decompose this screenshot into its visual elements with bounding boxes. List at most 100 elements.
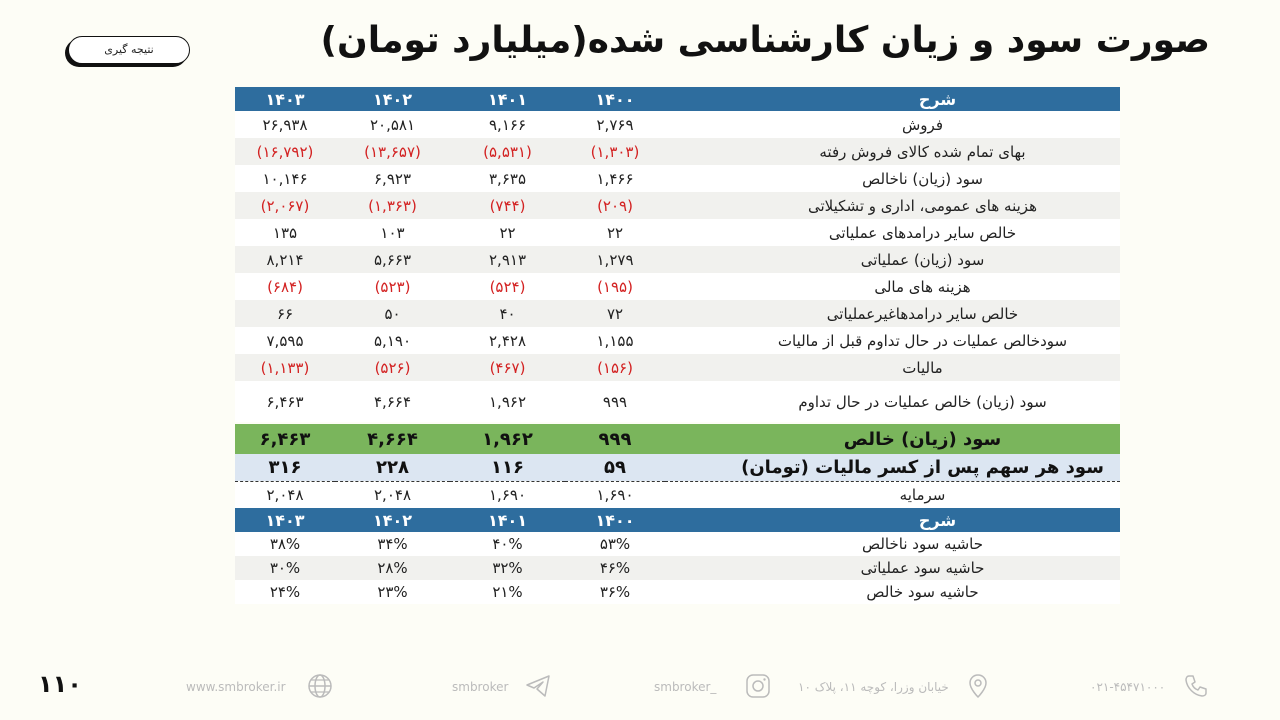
row-label: هزینه های مالی bbox=[665, 273, 1120, 300]
row-label: سودخالص عملیات در حال تداوم قبل از مالیا… bbox=[665, 327, 1120, 354]
table-row: ۳۸% ۳۴% ۴۰% ۵۳% حاشیه سود ناخالص bbox=[235, 532, 1120, 556]
phone-number: ۰۲۱-۴۵۴۷۱۰۰۰ bbox=[1090, 680, 1166, 694]
year-header: ۱۴۰۱ bbox=[450, 87, 565, 111]
cell-value: (۶۸۴) bbox=[235, 273, 335, 300]
cell-value: ۱,۶۹۰ bbox=[565, 481, 665, 508]
address-text: خیابان وزرا، کوچه ۱۱، پلاک ۱۰ bbox=[798, 680, 949, 694]
cell-value: ۴۰ bbox=[450, 300, 565, 327]
cell-value: (۴۶۷) bbox=[450, 354, 565, 381]
year-header: ۱۴۰۳ bbox=[235, 508, 335, 532]
cell-value: (۱,۳۶۳) bbox=[335, 192, 450, 219]
cell-value: ۱,۲۷۹ bbox=[565, 246, 665, 273]
cell-value: ۴,۶۶۴ bbox=[335, 424, 450, 454]
cell-value: ۴,۶۶۴ bbox=[335, 381, 450, 422]
cell-value: ۱۱۶ bbox=[450, 454, 565, 482]
cell-value: ۵۰ bbox=[335, 300, 450, 327]
row-label: سود (زیان) خالص bbox=[665, 424, 1120, 454]
cell-value: ۷,۵۹۵ bbox=[235, 327, 335, 354]
cell-value: ۶,۴۶۳ bbox=[235, 381, 335, 422]
cell-value: ۹,۱۶۶ bbox=[450, 111, 565, 138]
table-row: ۳۰% ۲۸% ۳۲% ۴۶% حاشیه سود عملیاتی bbox=[235, 556, 1120, 580]
cell-value: ۲۱% bbox=[450, 580, 565, 604]
cell-value: ۲,۹۱۳ bbox=[450, 246, 565, 273]
instagram-icon bbox=[744, 672, 772, 700]
cell-value: ۵۹ bbox=[565, 454, 665, 482]
telegram-icon bbox=[524, 672, 552, 700]
cell-value: ۱,۹۶۲ bbox=[450, 381, 565, 422]
row-label: سود (زیان) ناخالص bbox=[665, 165, 1120, 192]
cell-value: ۳۶% bbox=[565, 580, 665, 604]
cell-value: (۱۵۶) bbox=[565, 354, 665, 381]
cell-value: (۵۲۶) bbox=[335, 354, 450, 381]
margin-table: ۱۴۰۳ ۱۴۰۲ ۱۴۰۱ ۱۴۰۰ شرح ۳۸% ۳۴% ۴۰% ۵۳% … bbox=[235, 508, 1120, 604]
year-header: ۱۴۰۲ bbox=[335, 87, 450, 111]
instagram-link[interactable]: smbroker_ bbox=[654, 680, 717, 694]
cell-value: ۲۸% bbox=[335, 556, 450, 580]
cell-value: ۲۶,۹۳۸ bbox=[235, 111, 335, 138]
cell-value: (۱۳,۶۵۷) bbox=[335, 138, 450, 165]
cell-value: (۱۶,۷۹۲) bbox=[235, 138, 335, 165]
cell-value: ۲,۰۴۸ bbox=[335, 481, 450, 508]
cell-value: (۵۲۴) bbox=[450, 273, 565, 300]
cell-value: ۷۲ bbox=[565, 300, 665, 327]
cell-value: ۵,۶۶۳ bbox=[335, 246, 450, 273]
cell-value: (۵۲۳) bbox=[335, 273, 450, 300]
phone-icon bbox=[1182, 672, 1210, 700]
cell-value: ۴۰% bbox=[450, 532, 565, 556]
page-title: صورت سود و زیان کارشناسی شده(میلیارد توم… bbox=[320, 20, 1210, 61]
cell-value: (۷۴۴) bbox=[450, 192, 565, 219]
table-row: ۱۳۵ ۱۰۳ ۲۲ ۲۲ خالص سایر درامدهای عملیاتی bbox=[235, 219, 1120, 246]
eps-row: ۳۱۶ ۲۲۸ ۱۱۶ ۵۹ سود هر سهم پس از کسر مالی… bbox=[235, 454, 1120, 482]
cell-value: ۲۲۸ bbox=[335, 454, 450, 482]
table-row: ۷,۵۹۵ ۵,۱۹۰ ۲,۴۲۸ ۱,۱۵۵ سودخالص عملیات د… bbox=[235, 327, 1120, 354]
year-header: ۱۴۰۳ bbox=[235, 87, 335, 111]
cell-value: (۱,۱۳۳) bbox=[235, 354, 335, 381]
cell-value: ۶۶ bbox=[235, 300, 335, 327]
capital-row: ۲,۰۴۸ ۲,۰۴۸ ۱,۶۹۰ ۱,۶۹۰ سرمایه bbox=[235, 481, 1120, 508]
cell-value: ۲۲ bbox=[450, 219, 565, 246]
cell-value: ۱,۴۶۶ bbox=[565, 165, 665, 192]
cell-value: ۹۹۹ bbox=[565, 424, 665, 454]
footer: www.smbroker.ir smbroker smbroker_ خیابا… bbox=[0, 672, 1280, 702]
cell-value: (۱,۳۰۳) bbox=[565, 138, 665, 165]
cell-value: ۵۳% bbox=[565, 532, 665, 556]
table-row: ۸,۲۱۴ ۵,۶۶۳ ۲,۹۱۳ ۱,۲۷۹ سود (زیان) عملیا… bbox=[235, 246, 1120, 273]
row-label: بهای تمام شده کالای فروش رفته bbox=[665, 138, 1120, 165]
website-link[interactable]: www.smbroker.ir bbox=[186, 680, 286, 694]
cell-value: ۲,۴۲۸ bbox=[450, 327, 565, 354]
cell-value: ۱,۶۹۰ bbox=[450, 481, 565, 508]
row-label: حاشیه سود ناخالص bbox=[665, 532, 1120, 556]
row-label: حاشیه سود عملیاتی bbox=[665, 556, 1120, 580]
globe-icon bbox=[306, 672, 334, 700]
cell-value: ۶,۹۲۳ bbox=[335, 165, 450, 192]
cell-value: ۲۴% bbox=[235, 580, 335, 604]
row-label: فروش bbox=[665, 111, 1120, 138]
cell-value: ۱,۹۶۲ bbox=[450, 424, 565, 454]
cell-value: ۱۰,۱۴۶ bbox=[235, 165, 335, 192]
row-label: سرمایه bbox=[665, 481, 1120, 508]
table-row: ۲۶,۹۳۸ ۲۰,۵۸۱ ۹,۱۶۶ ۲,۷۶۹ فروش bbox=[235, 111, 1120, 138]
year-header: ۱۴۰۱ bbox=[450, 508, 565, 532]
telegram-link[interactable]: smbroker bbox=[452, 680, 509, 694]
net-profit-row: ۶,۴۶۳ ۴,۶۶۴ ۱,۹۶۲ ۹۹۹ سود (زیان) خالص bbox=[235, 424, 1120, 454]
cell-value: ۶,۴۶۳ bbox=[235, 424, 335, 454]
cell-value: (۵,۵۳۱) bbox=[450, 138, 565, 165]
cell-value: ۲,۷۶۹ bbox=[565, 111, 665, 138]
table-header: ۱۴۰۳ ۱۴۰۲ ۱۴۰۱ ۱۴۰۰ شرح bbox=[235, 508, 1120, 532]
cell-value: ۳۸% bbox=[235, 532, 335, 556]
table-row: (۱۶,۷۹۲) (۱۳,۶۵۷) (۵,۵۳۱) (۱,۳۰۳) بهای ت… bbox=[235, 138, 1120, 165]
row-label: هزینه های عمومی، اداری و تشکیلاتی bbox=[665, 192, 1120, 219]
cell-value: ۱,۱۵۵ bbox=[565, 327, 665, 354]
table-row: (۲,۰۶۷) (۱,۳۶۳) (۷۴۴) (۲۰۹) هزینه های عم… bbox=[235, 192, 1120, 219]
row-label: سود (زیان) عملیاتی bbox=[665, 246, 1120, 273]
table-row: ۱۰,۱۴۶ ۶,۹۲۳ ۳,۶۳۵ ۱,۴۶۶ سود (زیان) ناخا… bbox=[235, 165, 1120, 192]
cell-value: ۱۰۳ bbox=[335, 219, 450, 246]
cell-value: ۳۰% bbox=[235, 556, 335, 580]
conclusion-button[interactable]: نتیجه گیری bbox=[68, 36, 190, 64]
row-label: حاشیه سود خالص bbox=[665, 580, 1120, 604]
location-pin-icon bbox=[964, 672, 992, 700]
table-header: ۱۴۰۳ ۱۴۰۲ ۱۴۰۱ ۱۴۰۰ شرح bbox=[235, 87, 1120, 111]
cell-value: ۲۰,۵۸۱ bbox=[335, 111, 450, 138]
cell-value: (۲,۰۶۷) bbox=[235, 192, 335, 219]
row-label: سود (زیان) خالص عملیات در حال تداوم bbox=[665, 381, 1120, 422]
